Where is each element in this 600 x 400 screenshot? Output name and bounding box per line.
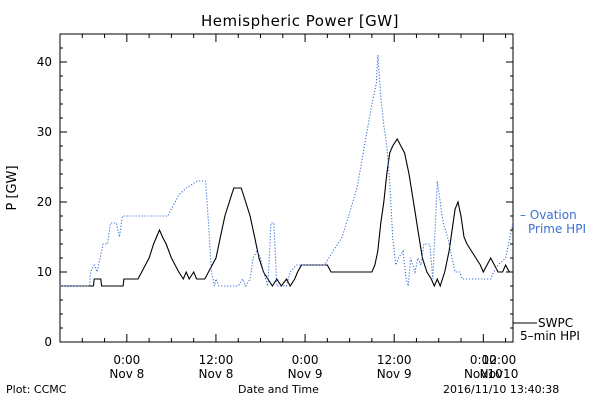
x-tick-label-time: 0:00 [292,353,319,367]
legend-ovation-line2: Prime HPI [528,222,586,236]
y-tick-label: 20 [37,195,52,209]
y-tick-label: 10 [37,265,52,279]
y-tick-label: 0 [44,335,52,349]
x-tick-label-time: 12:00 [482,353,517,367]
y-tick-label: 30 [37,125,52,139]
chart-title: Hemispheric Power [GW] [201,12,399,30]
x-tick-label-date: Nov 9 [288,367,323,381]
footer-xlabel: Date and Time [238,383,319,396]
y-tick-label: 40 [37,55,52,69]
x-tick-label-date: Nov10 [464,367,503,381]
legend-swpc-line1: SWPC [538,316,574,330]
y-axis-label: P [GW] [5,165,20,210]
x-tick-label-time: 12:00 [377,353,412,367]
series-swpc-line [60,137,513,288]
x-tick-label-time: 0:00 [470,353,497,367]
plot-frame [59,33,514,343]
x-tick-label-date: Nov10 [480,367,519,381]
legend-swpc-line2: 5–min HPI [520,329,580,343]
x-tick-label-date: Nov 9 [377,367,412,381]
footer-plot-credit: Plot: CCMC [6,383,67,396]
footer-timestamp: 2016/11/10 13:40:38 [443,383,560,396]
x-tick-label-time: 12:00 [199,353,234,367]
series-ovation-line [60,54,513,288]
legend-ovation-line1: – Ovation [520,208,577,222]
x-tick-label-date: Nov 8 [109,367,144,381]
x-tick-label-date: Nov 8 [199,367,234,381]
x-tick-label-time: 0:00 [113,353,140,367]
